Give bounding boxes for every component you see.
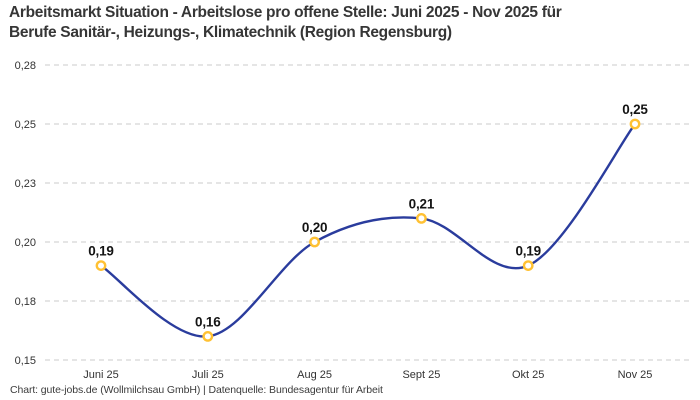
x-axis-tick-label: Okt 25 [512,369,544,381]
x-axis-tick-label: Sept 25 [402,369,440,381]
x-axis-tick-label: Aug 25 [297,369,332,381]
chart-title: Arbeitsmarkt Situation - Arbeitslose pro… [9,3,669,43]
chart-source-caption: Chart: gute-jobs.de (Wollmilchsau GmbH) … [10,384,383,396]
y-axis-tick-label: 0,20 [15,237,36,249]
series-line [99,122,637,338]
x-axis-tick-label: Nov 25 [618,369,653,381]
data-point-label: 0,19 [88,244,113,259]
data-point-marker [415,212,427,224]
data-point-label: 0,21 [409,196,435,211]
data-point-marker [522,260,534,271]
data-point-label: 0,25 [622,102,648,117]
y-axis-tick-label: 0,28 [15,60,36,72]
data-point-marker [202,330,214,342]
data-point-marker [95,260,107,271]
x-axis-tick-label: Juli 25 [192,369,224,381]
y-axis-tick-label: 0,23 [15,178,36,190]
chart-title-line-1: Arbeitsmarkt Situation - Arbeitslose pro… [9,4,562,21]
x-axis-tick-label: Juni 25 [83,369,118,381]
chart-title-line-2: Berufe Sanitär-, Heizungs-, Klimatechnik… [9,24,452,41]
data-point-label: 0,16 [195,314,221,329]
data-point-label: 0,20 [302,220,327,235]
data-point-marker [629,118,641,130]
y-axis-tick-label: 0,18 [15,296,36,308]
data-point-label: 0,19 [515,244,540,259]
data-point-marker [309,236,320,248]
y-axis-tick-label: 0,25 [15,119,36,131]
y-axis-tick-label: 0,15 [15,355,36,367]
